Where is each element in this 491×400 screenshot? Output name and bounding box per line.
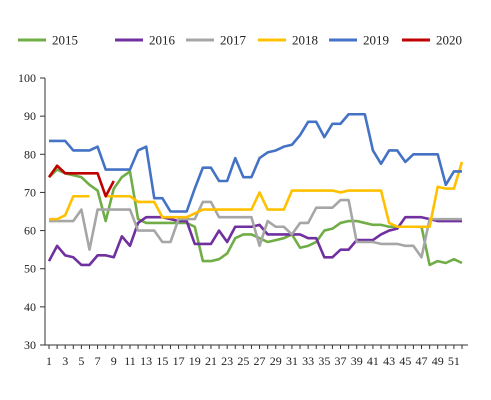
legend-label: 2020	[436, 33, 462, 48]
x-tick-label: 1	[46, 354, 52, 368]
x-tick-label: 45	[399, 354, 411, 368]
series-line-2016	[47, 215, 462, 267]
series-line-2020	[47, 164, 115, 198]
x-tick-label: 21	[205, 354, 217, 368]
legend-item-2017: 2017	[186, 33, 247, 48]
x-tick-label: 11	[124, 354, 136, 368]
legend-item-2018: 2018	[258, 33, 318, 48]
y-tick-label: 40	[24, 300, 36, 314]
x-tick-label: 23	[221, 354, 233, 368]
legend-item-2020: 2020	[402, 33, 462, 48]
y-tick-label: 30	[24, 338, 36, 352]
x-tick-label: 47	[416, 354, 428, 368]
x-tick-label: 27	[254, 354, 266, 368]
legend-item-2015: 2015	[18, 33, 78, 48]
x-tick-label: 19	[189, 354, 201, 368]
x-tick-label: 41	[367, 354, 379, 368]
y-tick-label: 100	[18, 71, 36, 85]
y-tick-label: 90	[24, 109, 36, 123]
legend-label: 2018	[292, 33, 318, 48]
legend-label: 2016	[149, 33, 176, 48]
x-axis: 1 3 5 7 9 11 13 15 17 19 21 23 25 27 29 31 33 35 37 39 41 43 4…	[45, 344, 468, 368]
x-tick-label: 33	[302, 354, 314, 368]
x-tick-label: 13	[140, 354, 152, 368]
legend-label: 2019	[363, 33, 389, 48]
y-tick-label: 70	[24, 185, 36, 199]
legend-label: 2017	[220, 33, 247, 48]
y-tick-label: 80	[24, 147, 36, 161]
x-tick-label: 37	[335, 354, 347, 368]
y-axis: 30 40 50 60 70 80 90 100	[18, 71, 46, 352]
y-tick-label: 60	[24, 224, 36, 238]
x-tick-label: 7	[95, 354, 101, 368]
x-tick-label: 49	[432, 354, 444, 368]
legend-item-2019: 2019	[329, 33, 389, 48]
series-line-2019	[49, 112, 462, 213]
x-tick-label: 25	[237, 354, 249, 368]
plot-lines	[47, 112, 464, 267]
x-tick-label: 17	[173, 354, 185, 368]
x-tick-label: 3	[62, 354, 68, 368]
legend: 2015 2016 2017 2018 2019 2020	[18, 33, 462, 48]
series-line-2018	[49, 161, 464, 229]
x-tick-label: 43	[383, 354, 395, 368]
x-tick-label: 9	[111, 354, 117, 368]
x-tick-label: 31	[286, 354, 298, 368]
y-tick-label: 50	[24, 262, 36, 276]
legend-item-2016: 2016	[115, 33, 176, 48]
x-tick-label: 39	[351, 354, 363, 368]
x-tick-label: 35	[318, 354, 330, 368]
x-tick-label: 51	[448, 354, 460, 368]
x-tick-label: 29	[270, 354, 282, 368]
x-tick-label: 5	[78, 354, 84, 368]
x-tick-label: 15	[156, 354, 168, 368]
series-line-2017	[49, 198, 462, 259]
legend-label: 2015	[52, 33, 78, 48]
